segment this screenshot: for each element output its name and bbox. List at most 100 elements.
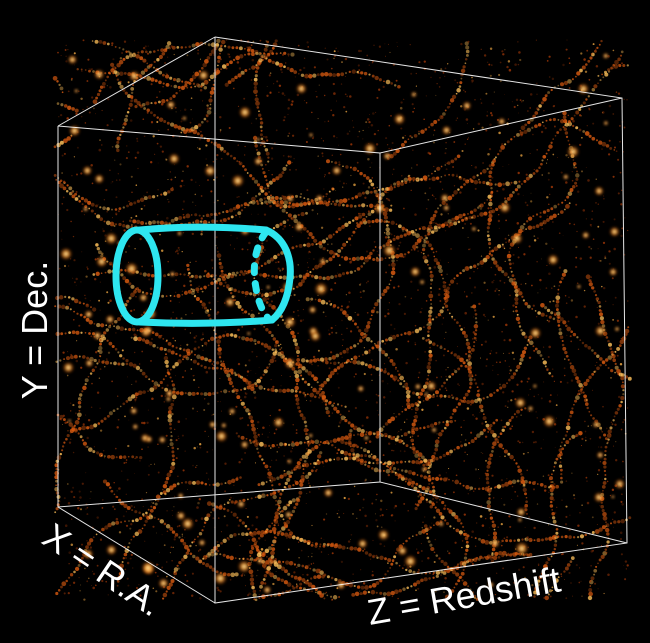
filament-particle [597, 74, 600, 77]
filament-particle [290, 217, 293, 220]
speckle [229, 244, 231, 246]
speckle [135, 586, 139, 590]
filament-particle [166, 121, 170, 125]
filament-particle [355, 457, 361, 462]
speckle [578, 581, 581, 584]
filament-particle [457, 367, 461, 371]
filament-particle [460, 364, 463, 368]
filament-particle [132, 84, 135, 86]
filament-particle [251, 200, 256, 205]
speckle [109, 455, 111, 457]
filament-particle [217, 55, 221, 60]
filament-particle [260, 342, 264, 346]
speckle [89, 300, 91, 302]
filament-particle [184, 544, 189, 550]
filament-particle [250, 44, 253, 47]
speckle [324, 593, 327, 595]
speckle [565, 597, 568, 600]
filament-particle [611, 354, 616, 359]
filament-particle [448, 593, 451, 596]
filament-particle [361, 212, 366, 217]
filament-particle [224, 82, 229, 87]
filament-particle [431, 482, 434, 485]
filament-particle [205, 555, 208, 558]
speckle [158, 334, 162, 338]
speckle [385, 271, 388, 274]
speckle [246, 374, 249, 377]
filament-particle [154, 502, 158, 506]
speckle [424, 192, 427, 195]
filament-particle [454, 157, 458, 161]
filament-particle [172, 399, 175, 402]
filament-particle [411, 535, 414, 538]
filament-particle [371, 455, 376, 460]
filament-particle [330, 160, 333, 163]
filament-particle [485, 254, 490, 260]
speckle [494, 273, 497, 276]
filament-particle [415, 392, 420, 396]
filament-particle [404, 382, 409, 387]
filament-particle [573, 114, 576, 117]
speckle [111, 380, 113, 383]
filament-particle [589, 56, 593, 60]
filament-particle [120, 273, 124, 277]
filament-particle [506, 382, 508, 385]
filament-particle [579, 339, 582, 341]
filament-particle [297, 406, 301, 410]
speckle [161, 534, 163, 536]
filament-particle [430, 291, 432, 293]
speckle [208, 301, 211, 304]
filament-particle [114, 208, 118, 211]
speckle [260, 62, 262, 64]
filament-particle [198, 559, 203, 564]
filament-particle [269, 572, 275, 578]
filament-particle [321, 394, 326, 399]
filament-particle [627, 376, 632, 381]
filament-particle [601, 509, 605, 513]
speckle [127, 444, 130, 448]
filament-particle [189, 544, 192, 548]
filament-particle [585, 63, 588, 66]
filament-particle [453, 527, 455, 530]
filament-particle [245, 408, 250, 413]
filament-particle [564, 208, 566, 211]
speckle [474, 557, 477, 560]
filament-particle [467, 354, 471, 358]
filament-particle [552, 317, 556, 321]
filament-particle [244, 337, 250, 342]
filament-particle [501, 539, 504, 543]
speckle [455, 119, 457, 122]
filament-particle [548, 144, 553, 149]
filament-particle [192, 554, 196, 559]
filament-particle [491, 162, 495, 167]
filament-particle [505, 181, 510, 187]
filament-particle [77, 417, 80, 420]
filament-particle [328, 190, 331, 193]
filament-particle [261, 563, 267, 568]
filament-particle [192, 82, 196, 85]
filament-particle [307, 471, 312, 476]
filament-particle [139, 197, 145, 203]
filament-particle [575, 110, 580, 115]
filament-particle [315, 201, 319, 205]
filament-particle [502, 182, 505, 186]
filament-particle [446, 309, 449, 311]
speckle [312, 485, 314, 487]
speckle [612, 304, 614, 306]
filament-particle [190, 351, 193, 354]
speckle [265, 202, 269, 206]
filament-particle [425, 339, 428, 342]
filament-particle [321, 390, 325, 395]
filament-particle [488, 214, 493, 218]
filament-particle [504, 143, 507, 146]
filament-particle [296, 402, 300, 406]
speckle [167, 445, 169, 448]
filament-particle [235, 271, 239, 275]
filament-particle [301, 416, 306, 421]
filament-particle [126, 299, 130, 303]
filament-particle [560, 210, 564, 214]
filament-particle [182, 348, 186, 352]
filament-particle [406, 398, 411, 403]
filament-particle [364, 257, 369, 263]
filament-particle [314, 444, 319, 450]
